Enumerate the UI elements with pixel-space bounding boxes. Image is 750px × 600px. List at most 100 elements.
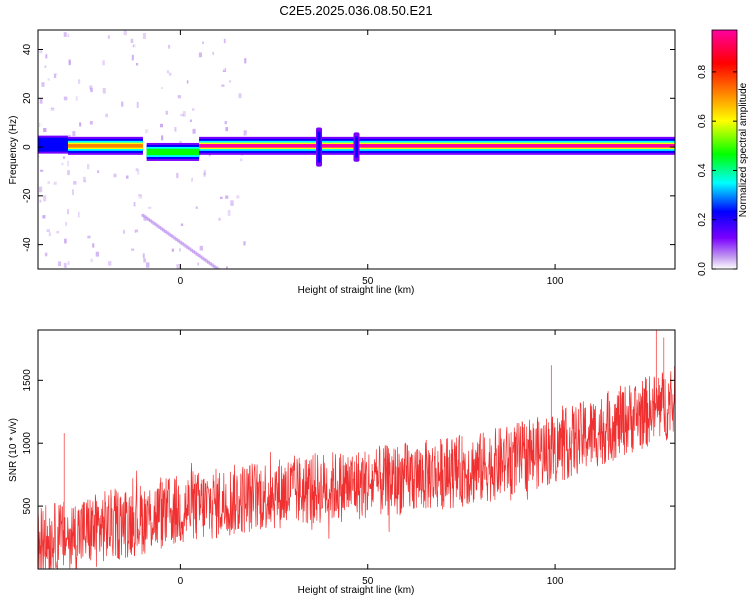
noise-speckle: [165, 110, 168, 115]
noise-speckle: [199, 245, 204, 251]
noise-speckle: [173, 68, 177, 73]
noise-speckle: [189, 198, 192, 204]
noise-speckle: [218, 217, 221, 221]
noise-speckle: [219, 79, 222, 83]
noise-speckle: [103, 242, 106, 247]
noise-speckle: [214, 204, 218, 209]
noise-speckle: [175, 88, 179, 93]
diagonal-artifact-point: [152, 221, 156, 225]
noise-speckle: [133, 202, 136, 207]
diagonal-artifact-point: [178, 240, 182, 244]
noise-speckle: [126, 114, 129, 119]
noise-speckle: [61, 43, 64, 47]
noise-speckle: [217, 113, 220, 120]
noise-speckle: [68, 94, 72, 98]
noise-speckle: [39, 94, 44, 97]
diagonal-artifact-point: [163, 229, 167, 233]
noise-speckle: [203, 172, 206, 177]
noise-speckle: [47, 122, 50, 127]
noise-speckle: [164, 169, 169, 175]
noise-speckle: [113, 69, 115, 73]
noise-speckle: [136, 205, 139, 212]
noise-speckle: [58, 168, 61, 173]
noise-speckle: [76, 247, 80, 252]
noise-speckle: [537, 120, 539, 123]
noise-speckle: [67, 261, 70, 265]
noise-speckle: [247, 45, 250, 50]
noise-speckle: [288, 185, 290, 188]
noise-speckle: [106, 199, 109, 205]
noise-speckle: [52, 160, 55, 166]
noise-speckle: [105, 92, 109, 98]
noise-speckle: [158, 168, 162, 171]
noise-speckle: [43, 230, 47, 234]
x-tick-label: 0: [178, 276, 184, 287]
noise-speckle: [62, 156, 66, 159]
noise-speckle: [211, 67, 214, 73]
noise-speckle: [140, 206, 143, 213]
noise-speckle: [41, 60, 45, 66]
noise-speckle: [235, 44, 238, 50]
noise-speckle: [208, 190, 210, 196]
noise-speckle: [57, 232, 61, 239]
noise-speckle: [243, 241, 246, 246]
noise-speckle: [241, 215, 244, 220]
diagonal-artifact-point: [177, 239, 181, 243]
noise-speckle: [75, 157, 79, 161]
noise-speckle: [112, 215, 115, 219]
noise-speckle: [224, 183, 228, 189]
noise-speckle: [57, 261, 62, 267]
noise-speckle: [203, 92, 205, 97]
noise-speckle: [128, 222, 132, 228]
diagonal-artifact-point: [195, 252, 199, 256]
noise-speckle: [131, 256, 135, 260]
noise-speckle: [169, 62, 172, 66]
noise-speckle: [74, 72, 79, 77]
noise-speckle: [57, 161, 59, 164]
noise-speckle: [61, 162, 64, 166]
noise-speckle: [150, 213, 154, 220]
noise-speckle: [227, 189, 232, 195]
noise-speckle: [125, 125, 128, 129]
noise-speckle: [244, 242, 248, 246]
noise-speckle: [91, 54, 95, 60]
noise-speckle: [143, 53, 146, 59]
noise-speckle: [93, 124, 96, 131]
noise-speckle: [237, 47, 240, 52]
noise-speckle: [81, 194, 84, 200]
noise-speckle: [181, 67, 185, 73]
noise-speckle: [53, 229, 56, 233]
noise-speckle: [46, 86, 49, 91]
noise-speckle: [130, 133, 133, 139]
noise-speckle: [170, 254, 173, 260]
noise-speckle: [64, 259, 68, 264]
noise-speckle: [105, 38, 108, 44]
diagonal-artifact-point: [192, 250, 196, 254]
noise-speckle: [63, 96, 68, 101]
noise-speckle: [48, 62, 51, 68]
noise-speckle: [39, 251, 43, 254]
noise-speckle: [83, 176, 87, 183]
noise-speckle: [201, 111, 203, 115]
noise-speckle: [55, 234, 58, 238]
noise-speckle: [136, 101, 139, 108]
noise-speckle: [55, 231, 58, 237]
noise-speckle: [83, 62, 86, 66]
noise-speckle: [90, 49, 94, 54]
noise-speckle: [95, 247, 99, 251]
noise-speckle: [106, 39, 110, 45]
noise-speckle: [73, 180, 77, 185]
noise-speckle: [198, 60, 202, 66]
noise-speckle: [52, 216, 55, 222]
figure-title: C2E5.2025.036.08.50.E21: [279, 3, 432, 18]
noise-speckle: [217, 245, 220, 250]
noise-speckle: [140, 59, 144, 66]
noise-speckle: [208, 252, 210, 259]
noise-speckle: [88, 53, 92, 59]
vertical-burst-core: [355, 136, 358, 158]
noise-speckle: [138, 63, 141, 67]
noise-speckle: [97, 43, 100, 48]
noise-speckle: [202, 34, 206, 38]
snr-y-ticks: 500 1000 1500: [22, 369, 675, 514]
noise-speckle: [223, 247, 227, 253]
